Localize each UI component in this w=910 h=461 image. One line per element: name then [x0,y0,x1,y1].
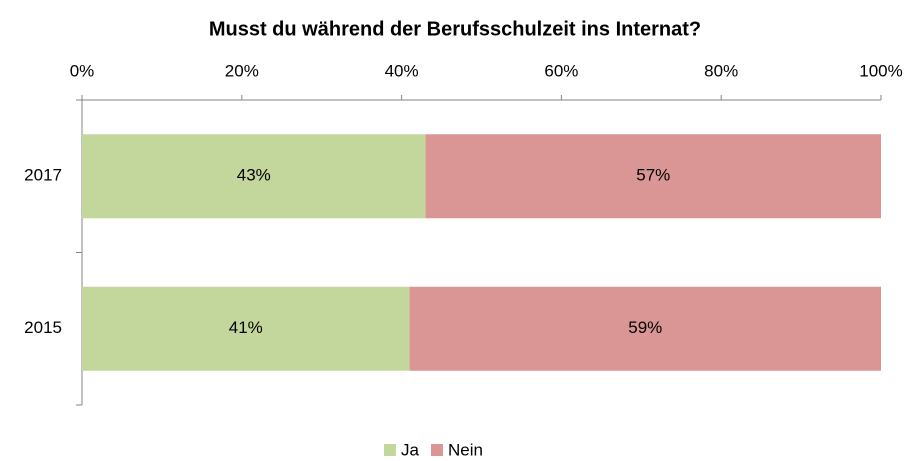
legend-swatch [384,444,396,456]
value-label: 59% [628,318,662,337]
y-tick-label: 2015 [24,318,62,337]
legend-label: Nein [448,440,483,459]
chart-title: Musst du während der Berufsschulzeit ins… [209,18,701,40]
x-tick-label: 20% [225,61,259,80]
x-tick-label: 80% [704,61,738,80]
x-tick-label: 60% [544,61,578,80]
value-label: 57% [636,166,670,185]
bar-segment [409,286,881,371]
legend-swatch [430,444,443,456]
x-tick-label: 100% [859,61,902,80]
legend-label: Ja [401,440,420,459]
bar-segment [82,286,410,371]
y-tick-label: 2017 [24,166,62,185]
x-tick-label: 40% [385,61,419,80]
value-label: 43% [237,166,271,185]
bar-segment [82,134,426,219]
x-tick-label: 0% [70,61,95,80]
value-label: 41% [229,318,263,337]
bar-segment [425,134,881,219]
